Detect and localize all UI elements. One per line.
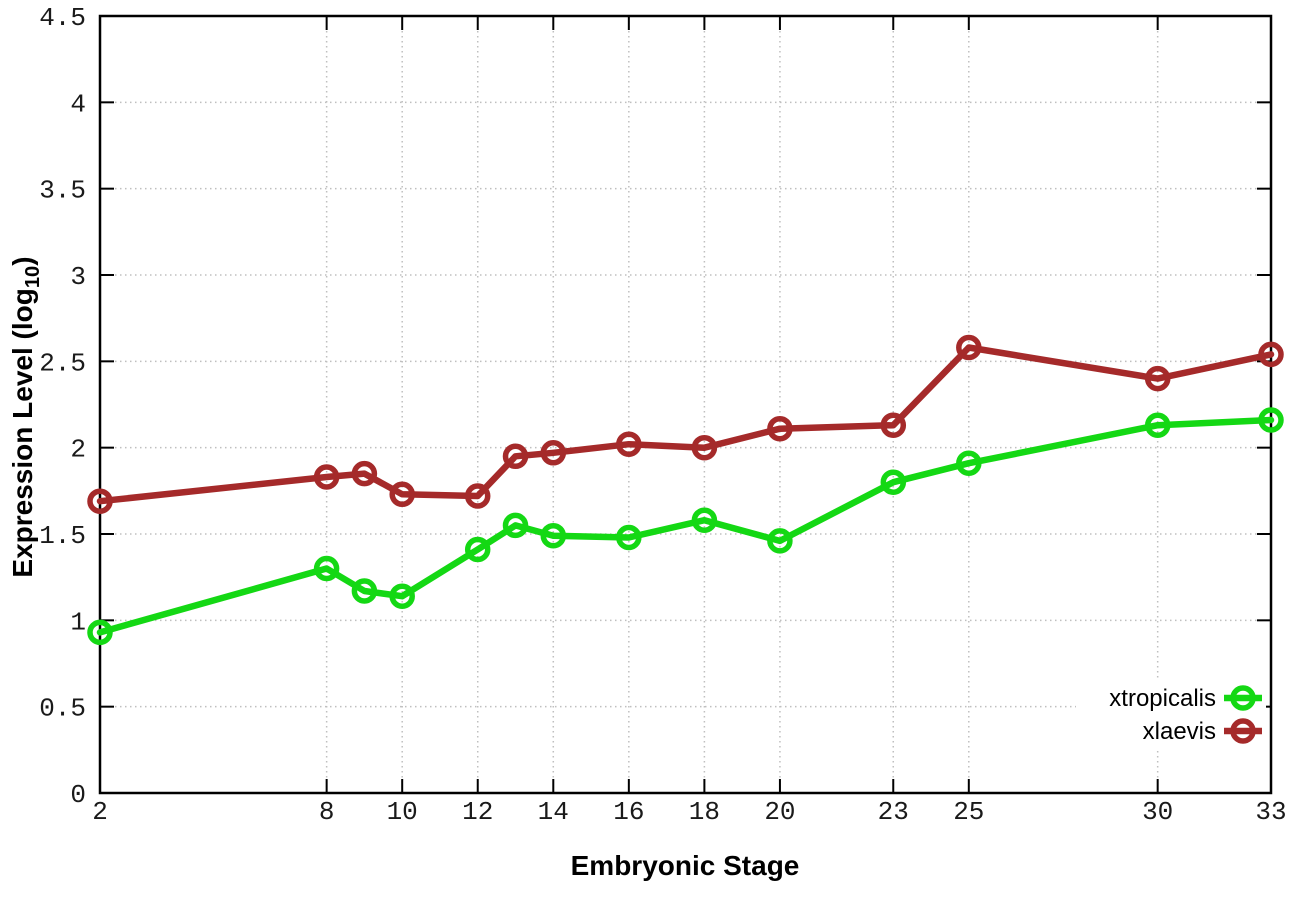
x-tick-label: 20 bbox=[764, 797, 795, 827]
y-tick-label: 4.5 bbox=[39, 3, 86, 33]
y-tick-label: 1 bbox=[70, 607, 86, 637]
x-tick-label: 33 bbox=[1255, 797, 1286, 827]
data-point-xtropicalis-stage-16 bbox=[616, 524, 642, 551]
data-point-xlaevis-stage-33 bbox=[1258, 341, 1284, 368]
y-axis-title-end: ) bbox=[7, 256, 39, 266]
data-point-xlaevis-stage-30 bbox=[1144, 365, 1171, 392]
y-tick-label: 3.5 bbox=[39, 176, 86, 206]
x-tick-label: 12 bbox=[462, 797, 493, 827]
x-tick-label: 16 bbox=[613, 797, 644, 827]
x-tick-label: 10 bbox=[387, 797, 418, 827]
data-point-xtropicalis-stage-14 bbox=[540, 522, 567, 549]
y-axis-title-main: Expression Level (log bbox=[7, 288, 39, 578]
legend-sample-marker-xlaevis bbox=[1230, 718, 1256, 744]
data-point-xtropicalis-stage-25 bbox=[956, 450, 982, 476]
data-point-xlaevis-stage-14 bbox=[540, 440, 567, 466]
x-tick-label: 23 bbox=[878, 797, 909, 827]
x-tick-label: 30 bbox=[1142, 797, 1173, 827]
y-tick-label: 2 bbox=[70, 435, 86, 465]
data-point-xtropicalis-stage-10 bbox=[389, 583, 415, 609]
data-point-xtropicalis-stage-18 bbox=[691, 507, 718, 533]
data-point-xlaevis-stage-16 bbox=[616, 431, 642, 457]
y-tick-label: 0 bbox=[70, 780, 86, 810]
y-axis-title: Expression Level (log10) bbox=[7, 256, 45, 577]
data-point-xlaevis-stage-18 bbox=[691, 434, 718, 461]
legend-sample-marker-xtropicalis bbox=[1230, 685, 1256, 711]
data-point-xtropicalis-stage-23 bbox=[880, 469, 907, 495]
x-axis-title: Embryonic Stage bbox=[570, 850, 800, 881]
data-point-xlaevis-stage-9 bbox=[351, 460, 378, 487]
y-tick-label: 3 bbox=[70, 262, 86, 292]
y-tick-label: 0.5 bbox=[39, 694, 86, 724]
legend-label-xlaevis: xlaevis bbox=[1143, 718, 1216, 745]
y-tick-label: 2.5 bbox=[39, 348, 86, 378]
data-point-xtropicalis-stage-2 bbox=[87, 619, 113, 646]
x-tick-label: 2 bbox=[92, 797, 108, 827]
series-line-xlaevis bbox=[96, 344, 1275, 505]
data-point-xtropicalis-stage-9 bbox=[351, 578, 378, 604]
x-tick-label: 14 bbox=[538, 797, 569, 827]
data-point-xtropicalis-stage-12 bbox=[464, 536, 491, 563]
data-point-xlaevis-stage-13 bbox=[502, 443, 529, 470]
y-tick-label: 1.5 bbox=[39, 521, 86, 551]
data-point-xtropicalis-stage-33 bbox=[1258, 407, 1284, 433]
x-tick-label: 8 bbox=[319, 797, 335, 827]
x-tick-label: 25 bbox=[953, 797, 984, 827]
y-axis-title-subscript: 10 bbox=[21, 265, 44, 289]
data-point-xlaevis-stage-23 bbox=[880, 412, 907, 438]
series-line-xtropicalis bbox=[96, 416, 1275, 636]
y-tick-label: 4 bbox=[70, 89, 86, 119]
data-point-xtropicalis-stage-20 bbox=[767, 528, 793, 554]
plot-border bbox=[98, 14, 1273, 795]
data-point-xlaevis-stage-12 bbox=[464, 483, 491, 509]
data-point-xlaevis-stage-8 bbox=[313, 464, 340, 490]
data-point-xlaevis-stage-10 bbox=[389, 481, 415, 508]
legend-label-xtropicalis: xtropicalis bbox=[1109, 685, 1216, 712]
x-tick-label: 18 bbox=[689, 797, 720, 827]
data-point-xlaevis-stage-2 bbox=[87, 488, 113, 514]
data-point-xtropicalis-stage-30 bbox=[1144, 412, 1171, 438]
data-point-xlaevis-stage-20 bbox=[767, 415, 793, 442]
data-point-xlaevis-stage-25 bbox=[956, 334, 982, 361]
data-point-xtropicalis-stage-8 bbox=[313, 555, 340, 582]
data-point-xtropicalis-stage-13 bbox=[502, 512, 529, 539]
